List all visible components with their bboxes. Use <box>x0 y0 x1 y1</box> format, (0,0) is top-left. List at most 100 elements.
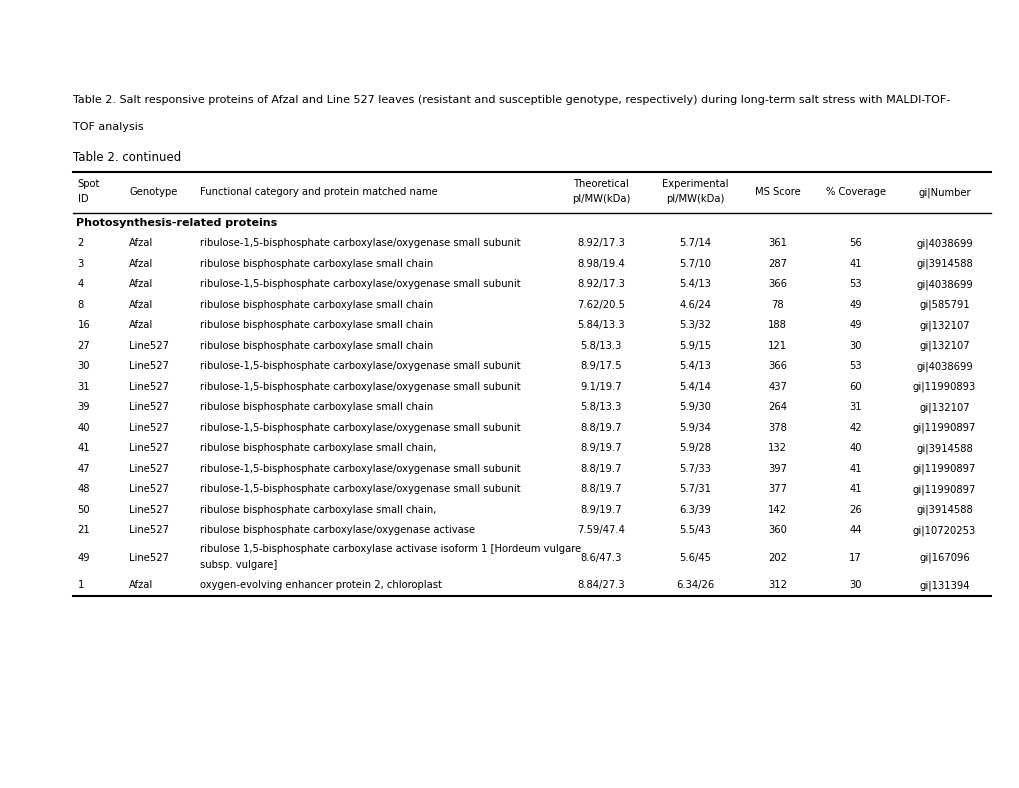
Text: 5.4/14: 5.4/14 <box>679 382 710 392</box>
Text: gi|3914588: gi|3914588 <box>915 443 972 454</box>
Text: 53: 53 <box>849 280 861 289</box>
Text: subsp. vulgare]: subsp. vulgare] <box>200 560 277 570</box>
Text: Line527: Line527 <box>129 464 169 474</box>
Text: Theoretical: Theoretical <box>573 179 629 188</box>
Text: 47: 47 <box>77 464 90 474</box>
Text: 8.9/17.5: 8.9/17.5 <box>580 362 622 371</box>
Text: Afzal: Afzal <box>129 581 153 590</box>
Text: ribulose 1,5-bisphosphate carboxylase activase isoform 1 [Hordeum vulgare: ribulose 1,5-bisphosphate carboxylase ac… <box>200 545 581 554</box>
Text: 3: 3 <box>77 259 84 269</box>
Text: 41: 41 <box>849 259 861 269</box>
Text: 377: 377 <box>767 485 787 494</box>
Text: gi|3914588: gi|3914588 <box>915 504 972 515</box>
Text: 142: 142 <box>767 505 787 515</box>
Text: 360: 360 <box>767 526 787 535</box>
Text: 31: 31 <box>77 382 90 392</box>
Text: ribulose bisphosphate carboxylase small chain: ribulose bisphosphate carboxylase small … <box>200 259 433 269</box>
Text: 5.9/30: 5.9/30 <box>679 403 710 412</box>
Text: 5.84/13.3: 5.84/13.3 <box>577 321 625 330</box>
Text: Line527: Line527 <box>129 362 169 371</box>
Text: gi|10720253: gi|10720253 <box>912 525 975 536</box>
Text: Line527: Line527 <box>129 444 169 453</box>
Text: Table 2. Salt responsive proteins of Afzal and Line 527 leaves (resistant and su: Table 2. Salt responsive proteins of Afz… <box>73 95 950 105</box>
Text: 8.6/47.3: 8.6/47.3 <box>580 553 622 563</box>
Text: Line527: Line527 <box>129 485 169 494</box>
Text: ribulose bisphosphate carboxylase/oxygenase activase: ribulose bisphosphate carboxylase/oxygen… <box>200 526 475 535</box>
Text: 17: 17 <box>849 553 861 563</box>
Text: ribulose bisphosphate carboxylase small chain: ribulose bisphosphate carboxylase small … <box>200 341 433 351</box>
Text: gi|11990897: gi|11990897 <box>912 484 975 495</box>
Text: 53: 53 <box>849 362 861 371</box>
Text: 6.34/26: 6.34/26 <box>676 581 713 590</box>
Text: 6.3/39: 6.3/39 <box>679 505 710 515</box>
Text: 8.9/19.7: 8.9/19.7 <box>580 505 622 515</box>
Text: ribulose bisphosphate carboxylase small chain,: ribulose bisphosphate carboxylase small … <box>200 505 436 515</box>
Text: Line527: Line527 <box>129 403 169 412</box>
Text: 8.8/19.7: 8.8/19.7 <box>580 485 622 494</box>
Text: gi|131394: gi|131394 <box>918 580 969 591</box>
Text: 5.9/15: 5.9/15 <box>679 341 710 351</box>
Text: 5.8/13.3: 5.8/13.3 <box>580 341 622 351</box>
Text: 56: 56 <box>849 239 861 248</box>
Text: Experimental: Experimental <box>661 179 728 188</box>
Text: 49: 49 <box>77 553 90 563</box>
Text: ribulose bisphosphate carboxylase small chain,: ribulose bisphosphate carboxylase small … <box>200 444 436 453</box>
Text: 42: 42 <box>849 423 861 433</box>
Text: gi|11990897: gi|11990897 <box>912 422 975 433</box>
Text: 5.7/31: 5.7/31 <box>679 485 710 494</box>
Text: 188: 188 <box>767 321 787 330</box>
Text: ribulose-1,5-bisphosphate carboxylase/oxygenase small subunit: ribulose-1,5-bisphosphate carboxylase/ox… <box>200 362 520 371</box>
Text: pI/MW(kDa): pI/MW(kDa) <box>665 195 723 204</box>
Text: 8.98/19.4: 8.98/19.4 <box>577 259 625 269</box>
Text: 8.8/19.7: 8.8/19.7 <box>580 423 622 433</box>
Text: 8: 8 <box>77 300 84 310</box>
Text: 16: 16 <box>77 321 91 330</box>
Text: gi|Number: gi|Number <box>917 187 970 198</box>
Text: 8.8/19.7: 8.8/19.7 <box>580 464 622 474</box>
Text: Afzal: Afzal <box>129 300 153 310</box>
Text: 4.6/24: 4.6/24 <box>679 300 710 310</box>
Text: ribulose-1,5-bisphosphate carboxylase/oxygenase small subunit: ribulose-1,5-bisphosphate carboxylase/ox… <box>200 423 520 433</box>
Text: gi|132107: gi|132107 <box>918 402 969 413</box>
Text: 5.8/13.3: 5.8/13.3 <box>580 403 622 412</box>
Text: gi|3914588: gi|3914588 <box>915 258 972 269</box>
Text: Afzal: Afzal <box>129 280 153 289</box>
Text: TOF analysis: TOF analysis <box>73 122 144 132</box>
Text: pI/MW(kDa): pI/MW(kDa) <box>572 195 630 204</box>
Text: 8.92/17.3: 8.92/17.3 <box>577 280 625 289</box>
Text: 437: 437 <box>767 382 787 392</box>
Text: Photosynthesis-related proteins: Photosynthesis-related proteins <box>76 218 277 228</box>
Text: 5.3/32: 5.3/32 <box>679 321 710 330</box>
Text: 41: 41 <box>849 485 861 494</box>
Text: Afzal: Afzal <box>129 321 153 330</box>
Text: 264: 264 <box>767 403 787 412</box>
Text: ID: ID <box>77 195 88 204</box>
Text: 366: 366 <box>767 362 787 371</box>
Text: Line527: Line527 <box>129 382 169 392</box>
Text: gi|4038699: gi|4038699 <box>915 361 972 372</box>
Text: 7.59/47.4: 7.59/47.4 <box>577 526 625 535</box>
Text: 5.4/13: 5.4/13 <box>679 362 710 371</box>
Text: ribulose-1,5-bisphosphate carboxylase/oxygenase small subunit: ribulose-1,5-bisphosphate carboxylase/ox… <box>200 239 520 248</box>
Text: Afzal: Afzal <box>129 259 153 269</box>
Text: ribulose-1,5-bisphosphate carboxylase/oxygenase small subunit: ribulose-1,5-bisphosphate carboxylase/ox… <box>200 280 520 289</box>
Text: Line527: Line527 <box>129 341 169 351</box>
Text: 60: 60 <box>849 382 861 392</box>
Text: 9.1/19.7: 9.1/19.7 <box>580 382 622 392</box>
Text: 2: 2 <box>77 239 84 248</box>
Text: 8.84/27.3: 8.84/27.3 <box>577 581 625 590</box>
Text: Table 2. continued: Table 2. continued <box>73 151 181 164</box>
Text: 5.4/13: 5.4/13 <box>679 280 710 289</box>
Text: Line527: Line527 <box>129 553 169 563</box>
Text: gi|585791: gi|585791 <box>918 299 969 310</box>
Text: 49: 49 <box>849 321 861 330</box>
Text: 39: 39 <box>77 403 90 412</box>
Text: 5.7/10: 5.7/10 <box>679 259 710 269</box>
Text: 202: 202 <box>767 553 787 563</box>
Text: gi|4038699: gi|4038699 <box>915 238 972 249</box>
Text: 5.9/34: 5.9/34 <box>679 423 710 433</box>
Text: 48: 48 <box>77 485 90 494</box>
Text: ribulose-1,5-bisphosphate carboxylase/oxygenase small subunit: ribulose-1,5-bisphosphate carboxylase/ox… <box>200 464 520 474</box>
Text: 78: 78 <box>770 300 784 310</box>
Text: 7.62/20.5: 7.62/20.5 <box>577 300 625 310</box>
